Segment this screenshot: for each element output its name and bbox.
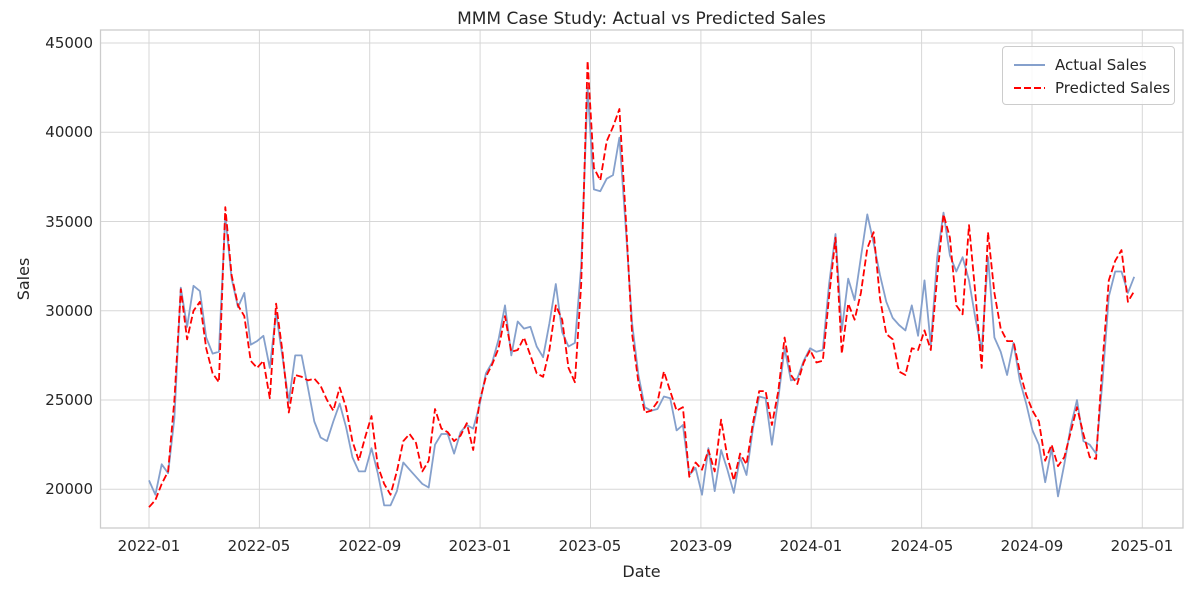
x-tick-label: 2022-09 bbox=[338, 537, 402, 555]
legend-item-label: Predicted Sales bbox=[1055, 78, 1171, 97]
legend-item: Actual Sales bbox=[1005, 53, 1172, 76]
x-tick-label: 2023-05 bbox=[558, 537, 622, 555]
plot-background bbox=[100, 30, 1183, 528]
y-tick-label: 45000 bbox=[45, 34, 93, 52]
series-line-predicted-sales bbox=[148, 59, 1135, 508]
x-tick-label: 2024-05 bbox=[890, 537, 954, 555]
y-tick-label: 25000 bbox=[45, 391, 93, 409]
x-tick-label: 2022-05 bbox=[227, 537, 291, 555]
plot-border bbox=[99, 29, 1184, 529]
x-axis-label: Date bbox=[622, 562, 661, 581]
x-tick-label: 2023-01 bbox=[448, 537, 512, 555]
y-tick-label: 35000 bbox=[45, 213, 93, 231]
legend-line-sample bbox=[1014, 86, 1045, 89]
y-tick-label: 20000 bbox=[45, 480, 93, 498]
legend: Actual Sales Predicted Sales bbox=[1002, 46, 1175, 105]
x-tick-label: 2022-01 bbox=[117, 537, 181, 555]
x-tick-label: 2023-09 bbox=[669, 537, 733, 555]
x-tick-label: 2024-09 bbox=[1000, 537, 1064, 555]
y-tick-label: 40000 bbox=[45, 123, 93, 141]
series-line-actual-sales bbox=[148, 86, 1136, 507]
x-tick-label: 2024-01 bbox=[779, 537, 843, 555]
legend-item: Predicted Sales bbox=[1005, 76, 1172, 99]
chart-title: MMM Case Study: Actual vs Predicted Sale… bbox=[457, 9, 826, 29]
legend-item-label: Actual Sales bbox=[1055, 55, 1147, 74]
x-tick-label: 2025-01 bbox=[1110, 537, 1174, 555]
legend-line-sample bbox=[1014, 63, 1045, 66]
y-tick-label: 30000 bbox=[45, 302, 93, 320]
